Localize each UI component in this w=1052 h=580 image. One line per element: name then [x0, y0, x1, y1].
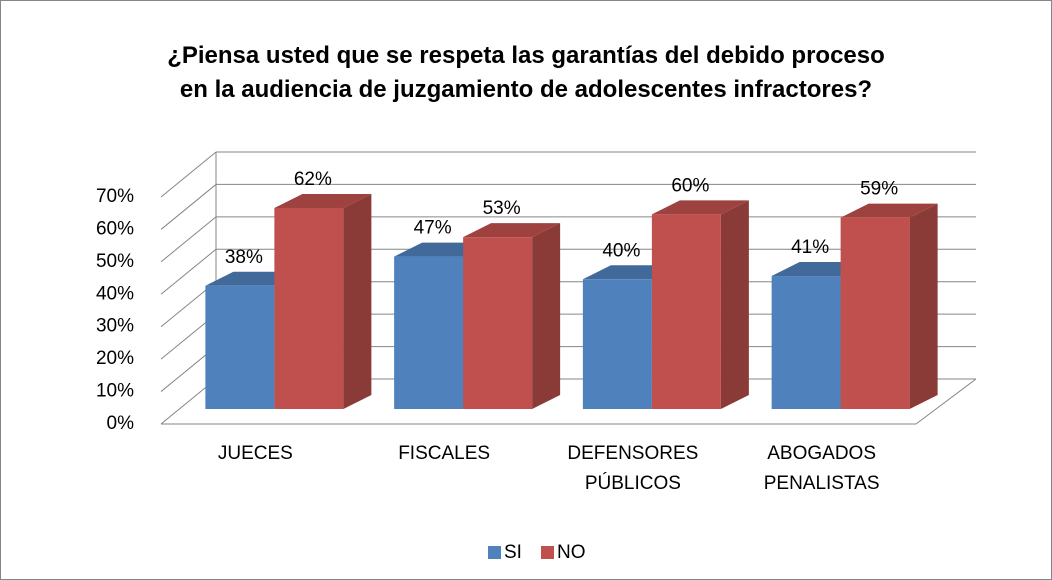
bar — [274, 207, 344, 409]
data-label: 40% — [602, 240, 640, 261]
chart-title: ¿Piensa usted que se respeta las garantí… — [167, 42, 885, 103]
x-tick-label: JUECES — [217, 443, 293, 464]
data-label: 53% — [483, 198, 521, 219]
grid-line-side — [160, 151, 217, 198]
y-tick-label: 50% — [96, 251, 134, 272]
data-label: 41% — [791, 237, 829, 258]
data-label: 47% — [414, 218, 452, 239]
floor-right — [915, 378, 977, 425]
bar-top — [274, 193, 372, 208]
data-label: 59% — [860, 179, 898, 200]
bar — [771, 276, 841, 409]
x-tick-label: FISCALES — [398, 443, 491, 464]
y-tick-label: 30% — [96, 316, 134, 337]
bar-side — [720, 200, 749, 409]
bar-top — [840, 203, 938, 218]
bar — [651, 214, 721, 409]
legend-swatch — [488, 546, 501, 559]
bar — [394, 256, 464, 409]
y-tick-label: 0% — [107, 413, 135, 434]
bar-top — [463, 223, 561, 238]
legend-label: SI — [504, 542, 522, 563]
y-tick-label: 10% — [96, 381, 134, 402]
legend-label: NO — [557, 542, 586, 563]
data-label: 38% — [225, 247, 263, 268]
bar-side — [343, 193, 372, 409]
y-tick-label: 70% — [96, 186, 134, 207]
bar — [582, 279, 652, 409]
bar-side — [532, 223, 561, 409]
grid-line-side — [160, 184, 217, 230]
y-tick-label: 60% — [96, 218, 134, 239]
bar-side — [909, 203, 938, 409]
data-label: 60% — [671, 175, 709, 196]
bar — [463, 237, 533, 409]
legend-swatch — [541, 546, 554, 559]
grid-line-side — [160, 216, 217, 263]
y-tick-label: 40% — [96, 283, 134, 304]
grid-line-side — [160, 248, 217, 295]
bar — [840, 217, 910, 409]
x-tick-label: ABOGADOS PENALISTAS — [763, 443, 880, 494]
x-tick-label: DEFENSORES PÚBLICOS — [567, 443, 699, 494]
bar — [205, 285, 275, 409]
bar-top — [651, 200, 749, 215]
y-tick-label: 20% — [96, 348, 134, 369]
data-label: 62% — [294, 169, 332, 190]
